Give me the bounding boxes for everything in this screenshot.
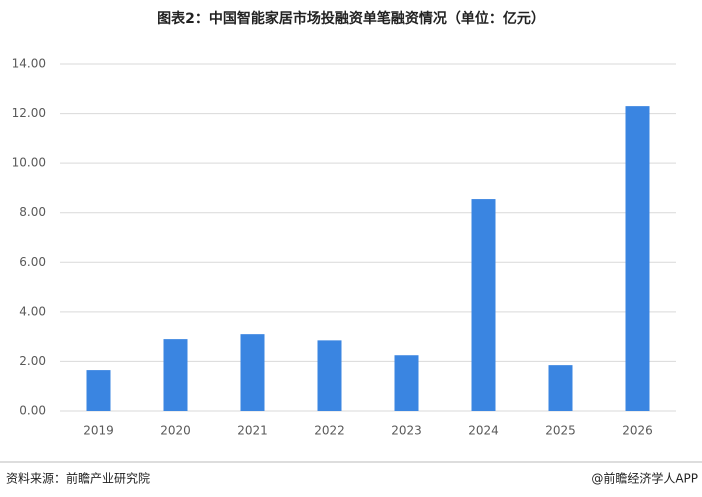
y-tick-label: 14.00 bbox=[12, 57, 46, 71]
bar bbox=[394, 355, 419, 411]
footer-credit: @前瞻经济学人APP bbox=[591, 471, 698, 486]
y-tick-label: 2.00 bbox=[19, 354, 46, 368]
x-tick-label: 2023 bbox=[391, 424, 422, 438]
y-tick-label: 8.00 bbox=[19, 205, 46, 219]
x-tick-label: 2021 bbox=[237, 424, 268, 438]
x-tick-label: 2026 bbox=[622, 424, 653, 438]
y-tick-label: 6.00 bbox=[19, 255, 46, 269]
y-tick-label: 4.00 bbox=[19, 304, 46, 318]
x-tick-label: 2024 bbox=[468, 424, 499, 438]
bar bbox=[240, 334, 265, 411]
bar bbox=[163, 339, 188, 411]
x-tick-label: 2025 bbox=[545, 424, 576, 438]
bar bbox=[548, 365, 573, 411]
y-tick-label: 12.00 bbox=[12, 106, 46, 120]
bar bbox=[317, 340, 342, 411]
footer-source: 资料来源：前瞻产业研究院 bbox=[6, 471, 150, 486]
bar bbox=[471, 199, 496, 411]
bar bbox=[86, 370, 111, 411]
bar bbox=[625, 106, 650, 411]
x-tick-label: 2022 bbox=[314, 424, 345, 438]
x-tick-label: 2019 bbox=[83, 424, 114, 438]
chart-title: 图表2：中国智能家居市场投融资单笔融资情况（单位：亿元） bbox=[157, 10, 545, 27]
x-tick-label: 2020 bbox=[160, 424, 191, 438]
y-tick-label: 10.00 bbox=[12, 156, 46, 170]
y-tick-label: 0.00 bbox=[19, 404, 46, 418]
